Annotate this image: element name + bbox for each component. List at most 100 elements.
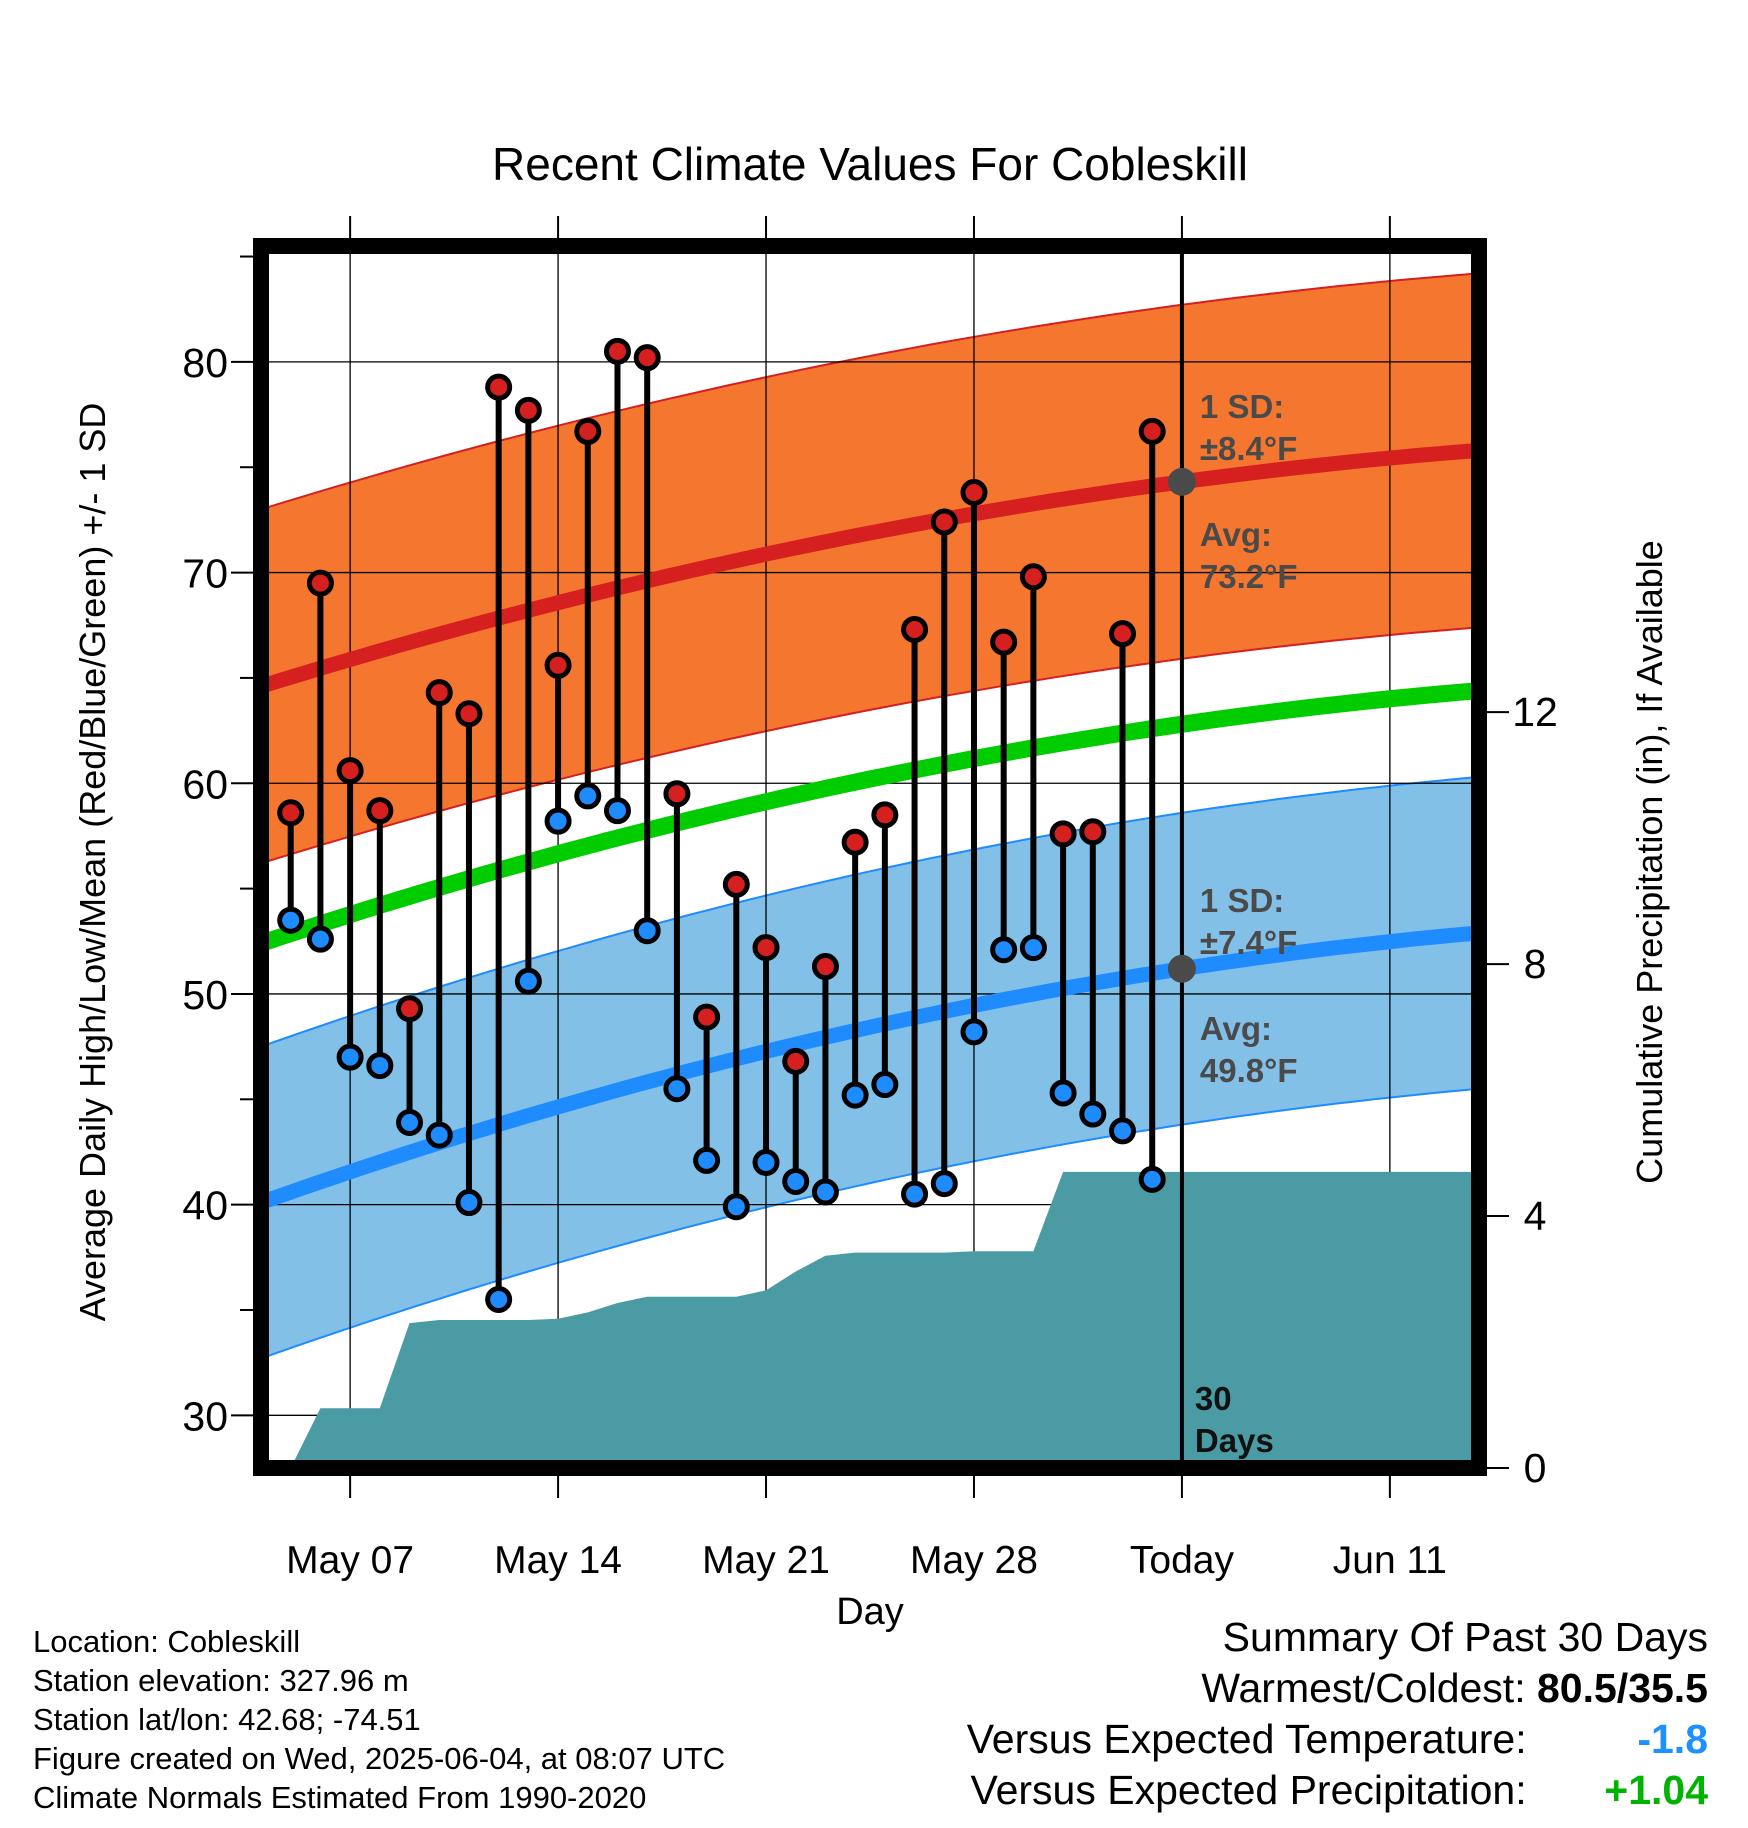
x-tick-label: May 14 bbox=[494, 1539, 622, 1582]
y2-tick-label: 0 bbox=[1524, 1445, 1547, 1491]
x-tick-label: May 07 bbox=[286, 1539, 414, 1582]
high-sd-band bbox=[261, 273, 1479, 864]
daily-high-point bbox=[1019, 563, 1047, 591]
plot-content bbox=[261, 246, 1479, 1468]
daily-high-point bbox=[544, 651, 572, 679]
high-sd-label: 1 SD: bbox=[1200, 388, 1284, 425]
daily-high-point bbox=[782, 1047, 810, 1075]
x-axis-label: Day bbox=[836, 1591, 904, 1633]
window-count: 30 bbox=[1195, 1380, 1232, 1417]
low-sd-value: ±7.4°F bbox=[1200, 924, 1297, 961]
daily-high-point bbox=[603, 337, 631, 365]
y-axis-label: Average Daily High/Low/Mean (Red/Blue/Gr… bbox=[72, 403, 113, 1322]
info-elevation: Station elevation: 327.96 m bbox=[33, 1663, 409, 1698]
y-tick-label: 30 bbox=[182, 1393, 228, 1439]
daily-high-point bbox=[1138, 417, 1166, 445]
daily-high-point bbox=[336, 757, 364, 785]
daily-low-point bbox=[693, 1146, 721, 1174]
daily-high-point bbox=[930, 508, 958, 536]
y2-tick-label: 12 bbox=[1512, 689, 1558, 735]
daily-high-point bbox=[990, 628, 1018, 656]
daily-low-point bbox=[752, 1149, 780, 1176]
daily-low-point bbox=[306, 925, 334, 953]
temp-value: -1.8 bbox=[1637, 1716, 1708, 1762]
daily-high-point bbox=[633, 344, 661, 372]
daily-low-point bbox=[960, 1018, 988, 1046]
low-sd-band bbox=[261, 776, 1479, 1359]
precip-value: +1.04 bbox=[1604, 1767, 1708, 1813]
high-avg-label: Avg: bbox=[1200, 516, 1272, 553]
daily-high-point bbox=[811, 953, 839, 981]
y-tick-label: 60 bbox=[182, 761, 228, 807]
daily-low-point bbox=[663, 1075, 691, 1103]
daily-high-point bbox=[901, 615, 929, 643]
y-tick-label: 70 bbox=[182, 551, 228, 597]
chart-title: Recent Climate Values For Cobleskill bbox=[492, 138, 1248, 190]
plot-frame bbox=[253, 238, 1487, 1476]
x-tick-label: May 28 bbox=[910, 1539, 1038, 1582]
normal-mean-line bbox=[261, 682, 1479, 952]
daily-low-point bbox=[841, 1081, 869, 1109]
daily-low-point bbox=[574, 782, 602, 810]
x-tick-label: Jun 11 bbox=[1333, 1539, 1447, 1582]
low-avg-value: 49.8°F bbox=[1200, 1052, 1298, 1089]
plot-area: 1 SD: ±8.4°F Avg: 73.2°F 1 SD: ±7.4°F Avg: 49.8… bbox=[182, 216, 1558, 1582]
low-avg-label: Avg: bbox=[1200, 1010, 1272, 1047]
daily-low-point bbox=[990, 936, 1018, 964]
daily-low-point bbox=[782, 1167, 810, 1195]
daily-low-point bbox=[366, 1052, 394, 1080]
daily-low-point bbox=[425, 1121, 453, 1149]
daily-high-point bbox=[752, 934, 780, 962]
daily-high-point bbox=[871, 801, 899, 829]
window-unit: Days bbox=[1195, 1422, 1274, 1459]
info-normals: Climate Normals Estimated From 1990-2020 bbox=[33, 1780, 647, 1815]
daily-high-point bbox=[841, 828, 869, 856]
summary-title: Summary Of Past 30 Days bbox=[1222, 1614, 1708, 1660]
warm-cold-value: 80.5/35.5 bbox=[1537, 1665, 1708, 1711]
daily-low-point bbox=[277, 906, 305, 934]
y2-tick-label: 4 bbox=[1524, 1193, 1547, 1239]
daily-high-point bbox=[1079, 818, 1107, 846]
daily-high-point bbox=[1109, 620, 1137, 648]
daily-low-point bbox=[485, 1285, 513, 1313]
info-latlon: Station lat/lon: 42.68; -74.51 bbox=[33, 1702, 421, 1737]
temp-label: Versus Expected Temperature: bbox=[966, 1716, 1527, 1762]
daily-high-point bbox=[663, 780, 691, 808]
low-sd-label: 1 SD: bbox=[1200, 882, 1284, 919]
daily-high-point bbox=[960, 479, 988, 507]
daily-high-point bbox=[514, 396, 542, 424]
daily-high-point bbox=[574, 417, 602, 445]
summary-warm-cold: Warmest/Coldest: 80.5/35.5 bbox=[967, 1663, 1708, 1714]
y2-tick-label: 8 bbox=[1524, 941, 1547, 987]
daily-low-point bbox=[901, 1180, 929, 1208]
summary-precip: Versus Expected Precipitation: +1.04 bbox=[967, 1765, 1709, 1816]
daily-low-point bbox=[396, 1108, 424, 1136]
station-info: Location: Cobleskill Station elevation: … bbox=[33, 1622, 725, 1817]
daily-low-point bbox=[1109, 1117, 1137, 1145]
daily-high-point bbox=[425, 679, 453, 707]
daily-high-point bbox=[366, 797, 394, 825]
high-band-lower-edge bbox=[261, 626, 1479, 865]
y-tick-label: 50 bbox=[182, 972, 228, 1018]
x-tick-label: Today bbox=[1130, 1539, 1235, 1582]
precip-label: Versus Expected Precipitation: bbox=[970, 1767, 1527, 1813]
daily-high-point bbox=[306, 569, 334, 597]
daily-high-point bbox=[277, 799, 305, 827]
high-avg-value: 73.2°F bbox=[1200, 558, 1298, 595]
high-sd-value: ±8.4°F bbox=[1200, 430, 1297, 467]
daily-low-point bbox=[871, 1071, 899, 1099]
info-location: Location: Cobleskill bbox=[33, 1624, 301, 1659]
daily-high-point bbox=[485, 373, 513, 401]
summary-temp: Versus Expected Temperature: -1.8 bbox=[967, 1714, 1708, 1765]
normal-high-line bbox=[261, 442, 1479, 694]
daily-low-point bbox=[455, 1189, 483, 1217]
daily-low-point bbox=[544, 807, 572, 835]
x-tick-label: May 21 bbox=[702, 1539, 830, 1582]
daily-low-point bbox=[1019, 934, 1047, 962]
daily-low-point bbox=[722, 1193, 750, 1221]
daily-high-point bbox=[396, 995, 424, 1023]
info-created: Figure created on Wed, 2025-06-04, at 08… bbox=[33, 1741, 726, 1776]
y-tick-label: 40 bbox=[182, 1183, 228, 1229]
daily-low-point bbox=[514, 967, 542, 995]
